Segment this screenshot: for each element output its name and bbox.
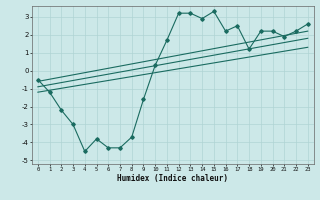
X-axis label: Humidex (Indice chaleur): Humidex (Indice chaleur) [117, 174, 228, 183]
